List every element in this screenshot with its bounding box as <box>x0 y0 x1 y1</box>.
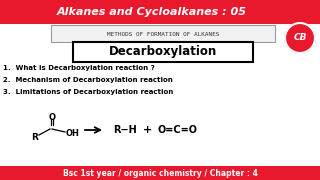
Text: O=C=O: O=C=O <box>158 125 198 135</box>
Text: O: O <box>49 112 55 122</box>
Text: Bsc 1st year / organic chemistry / Chapter : 4: Bsc 1st year / organic chemistry / Chapt… <box>63 168 257 177</box>
Text: Alkanes and Cycloalkanes : 05: Alkanes and Cycloalkanes : 05 <box>57 7 247 17</box>
Text: +: + <box>143 125 153 135</box>
Text: R−H: R−H <box>113 125 137 135</box>
Bar <box>0 166 320 180</box>
FancyBboxPatch shape <box>73 42 253 62</box>
Text: R: R <box>32 132 38 141</box>
Bar <box>0 0 320 24</box>
Text: 3.  Limitations of Decarboxylation reaction: 3. Limitations of Decarboxylation reacti… <box>3 89 173 95</box>
Text: 1.  What is Decarboxylation reaction ?: 1. What is Decarboxylation reaction ? <box>3 65 155 71</box>
Text: Decarboxylation: Decarboxylation <box>109 46 217 58</box>
Text: 2.  Mechanism of Decarboxylation reaction: 2. Mechanism of Decarboxylation reaction <box>3 77 173 83</box>
FancyBboxPatch shape <box>51 25 275 42</box>
Text: METHODS OF FORMATION OF ALKANES: METHODS OF FORMATION OF ALKANES <box>107 31 219 37</box>
Circle shape <box>285 23 315 53</box>
Text: OH: OH <box>66 129 80 138</box>
Text: CB: CB <box>293 33 307 42</box>
